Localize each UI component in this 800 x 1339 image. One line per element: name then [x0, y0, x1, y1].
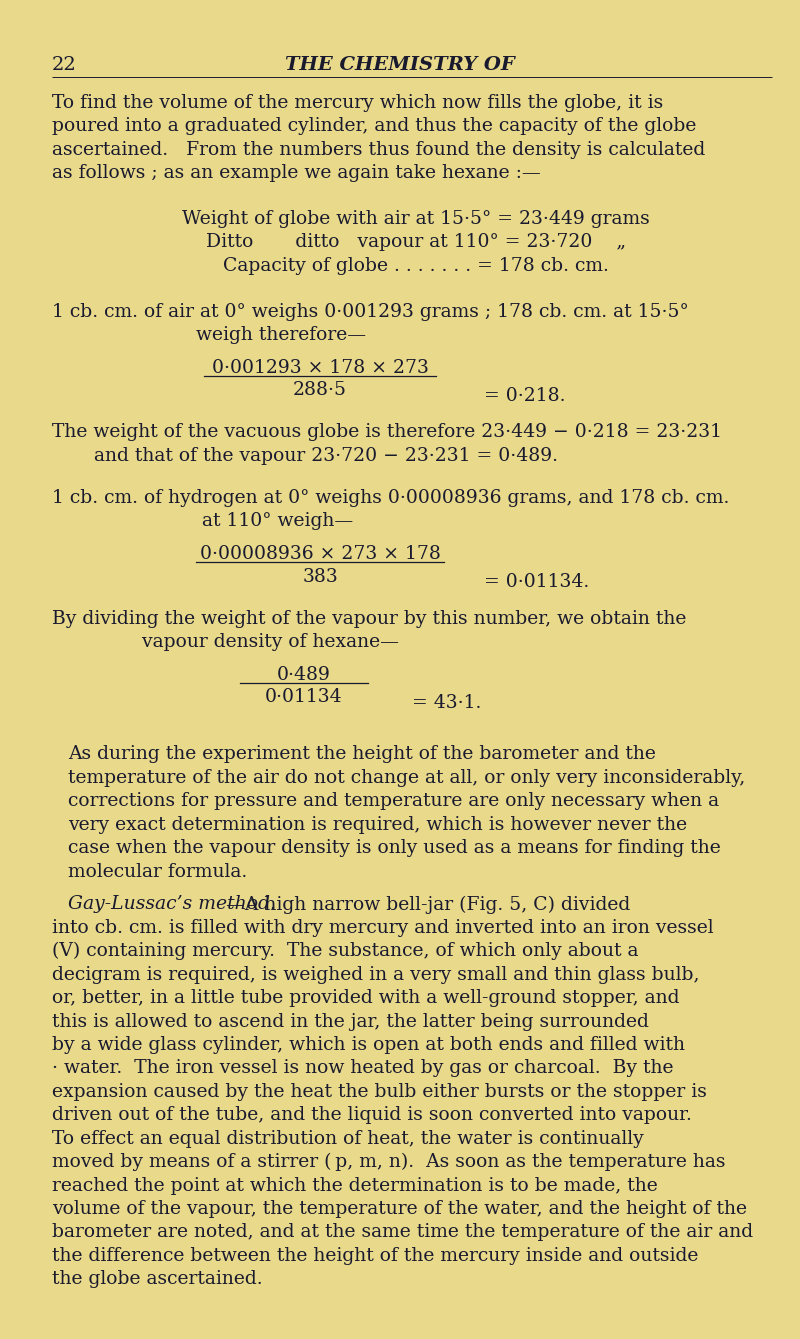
- Text: vapour density of hexane—: vapour density of hexane—: [52, 633, 399, 651]
- Text: 0·01134: 0·01134: [265, 688, 343, 706]
- Text: the globe ascertained.: the globe ascertained.: [52, 1271, 262, 1288]
- Text: as follows ; as an example we again take hexane :—: as follows ; as an example we again take…: [52, 163, 541, 182]
- Text: poured into a graduated cylinder, and thus the capacity of the globe: poured into a graduated cylinder, and th…: [52, 116, 696, 135]
- Text: Capacity of globe . . . . . . . = 178 cb. cm.: Capacity of globe . . . . . . . = 178 cb…: [223, 257, 609, 274]
- Text: moved by means of a stirrer ( p, m, n).  As soon as the temperature has: moved by means of a stirrer ( p, m, n). …: [52, 1153, 726, 1172]
- Text: 288·5: 288·5: [293, 382, 347, 399]
- Text: —A high narrow bell-jar (Fig. 5, C) divided: —A high narrow bell-jar (Fig. 5, C) divi…: [226, 896, 630, 913]
- Text: molecular formula.: molecular formula.: [68, 862, 247, 881]
- Text: decigram is required, is weighed in a very small and thin glass bulb,: decigram is required, is weighed in a ve…: [52, 965, 699, 984]
- Text: By dividing the weight of the vapour by this number, we obtain the: By dividing the weight of the vapour by …: [52, 609, 686, 628]
- Text: 383: 383: [302, 568, 338, 585]
- Text: into cb. cm. is filled with dry mercury and inverted into an iron vessel: into cb. cm. is filled with dry mercury …: [52, 919, 714, 937]
- Text: As during the experiment the height of the barometer and the: As during the experiment the height of t…: [68, 746, 656, 763]
- Text: by a wide glass cylinder, which is open at both ends and filled with: by a wide glass cylinder, which is open …: [52, 1036, 685, 1054]
- Text: volume of the vapour, the temperature of the water, and the height of the: volume of the vapour, the temperature of…: [52, 1200, 747, 1218]
- Text: (V) containing mercury.  The substance, of which only about a: (V) containing mercury. The substance, o…: [52, 943, 638, 960]
- Text: this is allowed to ascend in the jar, the latter being surrounded: this is allowed to ascend in the jar, th…: [52, 1012, 649, 1031]
- Text: Weight of globe with air at 15·5° = 23·449 grams: Weight of globe with air at 15·5° = 23·4…: [182, 210, 650, 228]
- Text: 22: 22: [52, 56, 77, 74]
- Text: = 0·01134.: = 0·01134.: [484, 573, 590, 592]
- Text: barometer are noted, and at the same time the temperature of the air and: barometer are noted, and at the same tim…: [52, 1224, 753, 1241]
- Text: 0·00008936 × 273 × 178: 0·00008936 × 273 × 178: [199, 545, 441, 564]
- Text: = 43·1.: = 43·1.: [412, 694, 482, 712]
- Text: corrections for pressure and temperature are only necessary when a: corrections for pressure and temperature…: [68, 793, 719, 810]
- Text: · water.  The iron vessel is now heated by gas or charcoal.  By the: · water. The iron vessel is now heated b…: [52, 1059, 674, 1078]
- Text: at 110° weigh—: at 110° weigh—: [52, 513, 354, 530]
- Text: THE CHEMISTRY OF: THE CHEMISTRY OF: [285, 56, 515, 74]
- Text: 1 cb. cm. of hydrogen at 0° weighs 0·00008936 grams, and 178 cb. cm.: 1 cb. cm. of hydrogen at 0° weighs 0·000…: [52, 489, 730, 507]
- Text: 0·489: 0·489: [277, 665, 331, 684]
- Text: The weight of the vacuous globe is therefore 23·449 − 0·218 = 23·231: The weight of the vacuous globe is there…: [52, 423, 722, 442]
- Text: Gay-Lussac’s method.: Gay-Lussac’s method.: [68, 896, 276, 913]
- Text: or, better, in a little tube provided with a well-ground stopper, and: or, better, in a little tube provided wi…: [52, 990, 679, 1007]
- Text: = 0·218.: = 0·218.: [484, 387, 566, 406]
- Text: ascertained.   From the numbers thus found the density is calculated: ascertained. From the numbers thus found…: [52, 141, 706, 158]
- Text: Ditto       ditto   vapour at 110° = 23·720    „: Ditto ditto vapour at 110° = 23·720 „: [206, 233, 626, 252]
- Text: reached the point at which the determination is to be made, the: reached the point at which the determina…: [52, 1177, 658, 1194]
- Text: case when the vapour density is only used as a means for finding the: case when the vapour density is only use…: [68, 840, 721, 857]
- Text: 0·001293 × 178 × 273: 0·001293 × 178 × 273: [211, 359, 429, 378]
- Text: temperature of the air do not change at all, or only very inconsiderably,: temperature of the air do not change at …: [68, 769, 746, 787]
- Text: and that of the vapour 23·720 − 23·231 = 0·489.: and that of the vapour 23·720 − 23·231 =…: [52, 447, 558, 465]
- Text: 1 cb. cm. of air at 0° weighs 0·001293 grams ; 178 cb. cm. at 15·5°: 1 cb. cm. of air at 0° weighs 0·001293 g…: [52, 303, 689, 321]
- Text: expansion caused by the heat the bulb either bursts or the stopper is: expansion caused by the heat the bulb ei…: [52, 1083, 707, 1101]
- Text: the difference between the height of the mercury inside and outside: the difference between the height of the…: [52, 1247, 698, 1265]
- Text: To effect an equal distribution of heat, the water is continually: To effect an equal distribution of heat,…: [52, 1130, 644, 1148]
- Text: weigh therefore—: weigh therefore—: [52, 327, 366, 344]
- Text: very exact determination is required, which is however never the: very exact determination is required, wh…: [68, 815, 687, 834]
- Text: To find the volume of the mercury which now fills the globe, it is: To find the volume of the mercury which …: [52, 94, 663, 111]
- Text: driven out of the tube, and the liquid is soon converted into vapour.: driven out of the tube, and the liquid i…: [52, 1106, 692, 1125]
